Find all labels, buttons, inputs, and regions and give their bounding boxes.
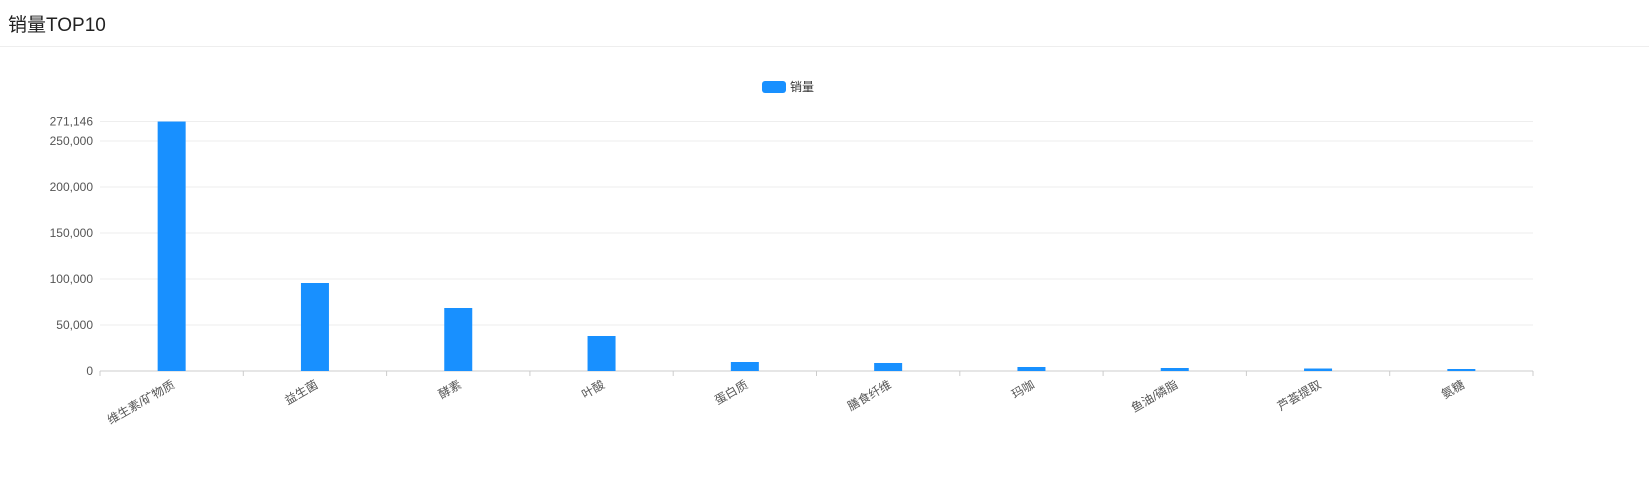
legend-label: 销量 [790,80,814,94]
bar [1160,368,1189,371]
x-tick-label: 维生素/矿物质 [105,377,177,427]
y-tick-label: 100,000 [50,272,94,286]
x-tick-label: 叶酸 [579,377,607,402]
x-tick-label: 玛咖 [1009,377,1037,402]
bar [730,362,759,371]
y-tick-label: 150,000 [50,226,94,240]
y-tick-label: 0 [86,364,93,378]
bar [1304,368,1333,371]
header-divider [0,46,1649,47]
x-tick-label: 膳食纤维 [845,377,894,414]
x-tick-label: 鱼油/磷脂 [1128,377,1180,416]
bar [157,121,186,371]
x-tick-label: 芦荟提取 [1274,377,1323,414]
legend-swatch [762,81,786,93]
y-tick-label: 250,000 [50,134,94,148]
bar [1017,366,1046,371]
bar [444,307,473,371]
y-tick-label: 200,000 [50,180,94,194]
bar [587,336,616,371]
x-tick-label: 蛋白质 [712,377,751,408]
y-tick-label: 50,000 [56,318,93,332]
bar [1447,369,1476,371]
page-title: 销量TOP10 [8,15,106,36]
bar [300,283,329,371]
x-tick-label: 酵素 [436,377,464,401]
x-tick-label: 氨糖 [1439,377,1467,402]
bar [874,362,903,371]
x-tick-label: 益生菌 [282,377,320,407]
y-tick-label: 271,146 [50,115,94,129]
